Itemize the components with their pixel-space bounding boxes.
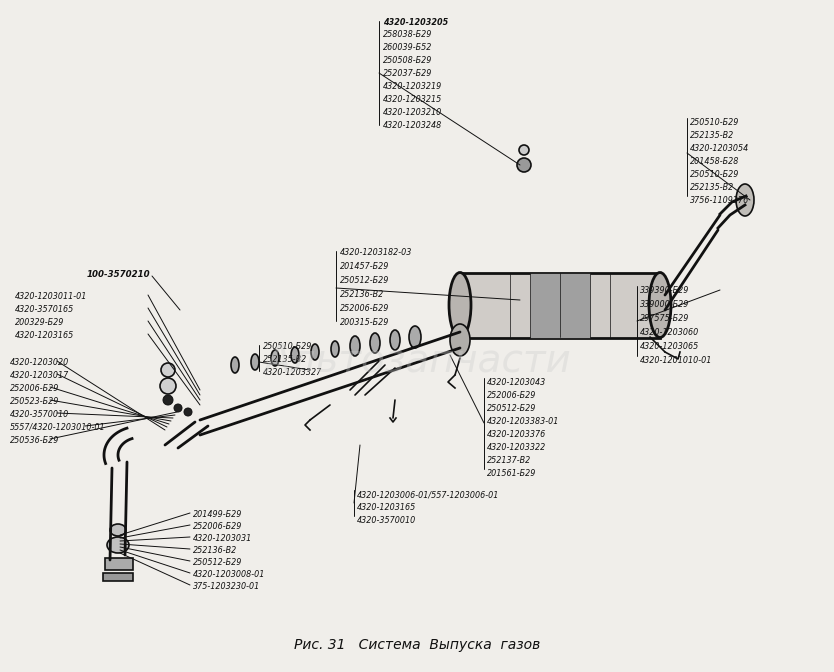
Text: 252006-Б29: 252006-Б29 xyxy=(487,391,536,400)
Text: 201457-Б29: 201457-Б29 xyxy=(340,262,389,271)
Text: 252136-В2: 252136-В2 xyxy=(193,546,237,555)
Text: Рис. 31   Система  Выпуска  газов: Рис. 31 Система Выпуска газов xyxy=(294,638,540,652)
Text: 4320-1203008-01: 4320-1203008-01 xyxy=(193,570,265,579)
Text: 100-3570210: 100-3570210 xyxy=(87,270,151,279)
Ellipse shape xyxy=(649,273,671,337)
Text: 297575-Б29: 297575-Б29 xyxy=(640,314,690,323)
Text: 252037-Б29: 252037-Б29 xyxy=(383,69,432,78)
Text: 4320-1203182-03: 4320-1203182-03 xyxy=(340,248,412,257)
Text: 252137-В2: 252137-В2 xyxy=(487,456,531,465)
Text: 339390-Б29: 339390-Б29 xyxy=(640,286,690,295)
Text: 4320-1203011-01: 4320-1203011-01 xyxy=(15,292,88,301)
Bar xyxy=(460,273,660,338)
Ellipse shape xyxy=(450,324,470,356)
Text: 252135-В2: 252135-В2 xyxy=(263,355,307,364)
Text: 4320-1203219: 4320-1203219 xyxy=(383,82,442,91)
Text: 5557/4320-1203010-01: 5557/4320-1203010-01 xyxy=(10,423,106,432)
Text: 4320-1203383-01: 4320-1203383-01 xyxy=(487,417,560,426)
Ellipse shape xyxy=(409,326,421,348)
Text: 4320-1203017: 4320-1203017 xyxy=(10,371,69,380)
Text: 250510-Б29: 250510-Б29 xyxy=(690,170,740,179)
Ellipse shape xyxy=(311,344,319,360)
Text: 250510-Б29: 250510-Б29 xyxy=(263,342,313,351)
Ellipse shape xyxy=(390,330,400,350)
Ellipse shape xyxy=(271,350,279,366)
Ellipse shape xyxy=(107,537,129,553)
Bar xyxy=(105,558,133,570)
Text: 250512-Б29: 250512-Б29 xyxy=(340,276,389,285)
Bar xyxy=(530,273,590,338)
Ellipse shape xyxy=(449,273,471,337)
Text: 4320-1203210: 4320-1203210 xyxy=(383,108,442,117)
Ellipse shape xyxy=(331,341,339,357)
Text: 200329-Б29: 200329-Б29 xyxy=(15,318,64,327)
Text: 4320-3570010: 4320-3570010 xyxy=(357,516,416,525)
Circle shape xyxy=(519,145,529,155)
Circle shape xyxy=(160,378,176,394)
Text: 4320-3570010: 4320-3570010 xyxy=(10,410,69,419)
Circle shape xyxy=(161,363,175,377)
Text: 250512-Б29: 250512-Б29 xyxy=(487,404,536,413)
Text: 4320-1203065: 4320-1203065 xyxy=(640,342,699,351)
Text: 252006-Б29: 252006-Б29 xyxy=(340,304,389,313)
Ellipse shape xyxy=(350,336,360,356)
Text: 252135-В2: 252135-В2 xyxy=(690,183,734,192)
Text: 339000-Б29: 339000-Б29 xyxy=(640,300,690,309)
Text: 4320-1203327: 4320-1203327 xyxy=(263,368,322,377)
Circle shape xyxy=(174,404,182,412)
Text: 201499-Б29: 201499-Б29 xyxy=(193,510,243,519)
Ellipse shape xyxy=(736,184,754,216)
Text: 201458-Б28: 201458-Б28 xyxy=(690,157,740,166)
Bar xyxy=(103,573,133,581)
Circle shape xyxy=(517,158,531,172)
Circle shape xyxy=(163,395,173,405)
Text: Альтозапчасти: Альтозапчасти xyxy=(264,341,570,379)
Text: 250510-Б29: 250510-Б29 xyxy=(690,118,740,127)
Text: 250508-Б29: 250508-Б29 xyxy=(383,56,432,65)
Ellipse shape xyxy=(231,357,239,373)
Text: 250536-Б29: 250536-Б29 xyxy=(10,436,59,445)
Text: 4320-1203060: 4320-1203060 xyxy=(640,328,699,337)
Text: 4320-1203322: 4320-1203322 xyxy=(487,443,546,452)
Text: 4320-1203376: 4320-1203376 xyxy=(487,430,546,439)
Text: 4320-1203043: 4320-1203043 xyxy=(487,378,546,387)
Text: 4320-1203031: 4320-1203031 xyxy=(193,534,252,543)
Text: 250523-Б29: 250523-Б29 xyxy=(10,397,59,406)
Text: 3756-1109276: 3756-1109276 xyxy=(690,196,749,205)
Text: 252006-Б29: 252006-Б29 xyxy=(10,384,59,393)
Text: 252135-В2: 252135-В2 xyxy=(690,131,734,140)
Text: 4320-1203020: 4320-1203020 xyxy=(10,358,69,367)
Text: 4320-1201010-01: 4320-1201010-01 xyxy=(640,356,712,365)
Ellipse shape xyxy=(110,524,126,536)
Text: 4320-1203054: 4320-1203054 xyxy=(690,144,749,153)
Text: 200315-Б29: 200315-Б29 xyxy=(340,318,389,327)
Text: 4320-1203215: 4320-1203215 xyxy=(383,95,442,104)
Text: 4320-1203006-01/557-1203006-01: 4320-1203006-01/557-1203006-01 xyxy=(357,490,500,499)
Circle shape xyxy=(184,408,192,416)
Text: 4320-3570165: 4320-3570165 xyxy=(15,305,74,314)
Ellipse shape xyxy=(251,354,259,370)
Text: 258038-Б29: 258038-Б29 xyxy=(383,30,432,39)
Ellipse shape xyxy=(370,333,380,353)
Text: 4320-1203165: 4320-1203165 xyxy=(15,331,74,340)
Text: 375-1203230-01: 375-1203230-01 xyxy=(193,582,260,591)
Text: 252006-Б29: 252006-Б29 xyxy=(193,522,243,531)
Text: 201561-Б29: 201561-Б29 xyxy=(487,469,536,478)
Text: 4320-1203165: 4320-1203165 xyxy=(357,503,416,512)
Text: 4320-1203248: 4320-1203248 xyxy=(383,121,442,130)
Text: 250512-Б29: 250512-Б29 xyxy=(193,558,243,567)
Text: 260039-Б52: 260039-Б52 xyxy=(383,43,432,52)
Text: 4320-1203205: 4320-1203205 xyxy=(383,18,448,27)
Ellipse shape xyxy=(291,347,299,363)
Text: 252136-В2: 252136-В2 xyxy=(340,290,384,299)
